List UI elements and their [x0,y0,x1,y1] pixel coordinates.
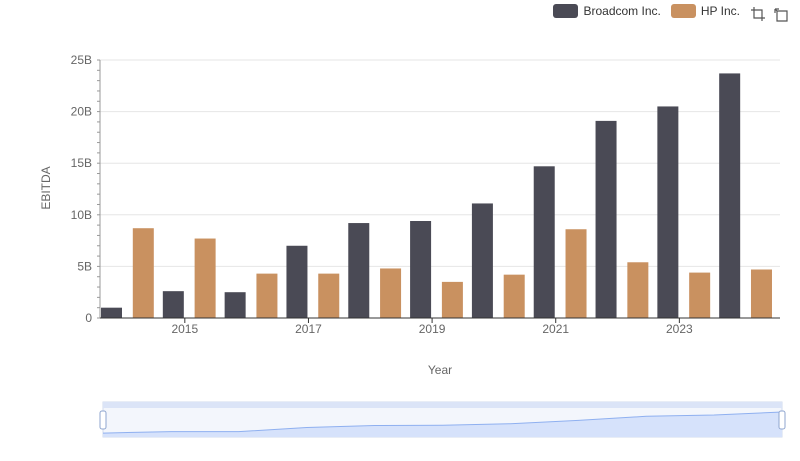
legend: Broadcom Inc. HP Inc. [553,4,740,18]
y-tick-label: 0 [85,311,92,325]
bar-1-2023[interactable] [689,272,711,318]
bar-1-2017[interactable] [318,273,340,318]
legend-label: Broadcom Inc. [583,4,661,18]
bars [101,73,772,318]
bar-0-2014[interactable] [101,307,122,318]
zoom-icon[interactable] [750,6,766,22]
bar-1-2014[interactable] [132,228,154,318]
data-zoom-top-bar[interactable] [103,402,782,408]
bar-0-2017[interactable] [286,245,308,318]
toolbox [750,6,790,22]
bar-0-2015[interactable] [162,291,184,318]
x-tick-label: 2015 [171,322,198,336]
x-tick-label: 2019 [419,322,446,336]
bar-0-2024[interactable] [719,73,741,318]
bar-0-2022[interactable] [595,120,617,318]
data-zoom-handle-right[interactable] [778,410,786,430]
x-tick-label: 2017 [295,322,322,336]
x-tick-label: 2023 [666,322,693,336]
bar-0-2020[interactable] [471,203,493,318]
bar-0-2019[interactable] [410,220,432,318]
bar-0-2016[interactable] [224,292,246,318]
bar-1-2024[interactable] [750,269,772,318]
bar-1-2016[interactable] [256,273,278,318]
legend-item-0[interactable]: Broadcom Inc. [553,4,661,18]
y-tick-label: 25B [71,53,92,67]
bar-0-2023[interactable] [657,106,679,318]
legend-label: HP Inc. [700,4,740,18]
data-zoom-line [102,411,783,434]
bar-1-2021[interactable] [565,229,587,318]
data-zoom-handle-left[interactable] [99,410,107,430]
axes: 0 5B 10B 15B 20B 25B 2015 2017 2019 2021 2023 [71,53,780,336]
y-tick-label: 20B [71,105,92,119]
data-zoom-slider[interactable] [99,401,786,438]
x-axis-label: Year [428,363,452,377]
y-tick-label: 15B [71,156,92,170]
bar-1-2015[interactable] [194,238,216,318]
zoom-reset-icon[interactable] [774,6,790,22]
legend-swatch [553,4,579,18]
bar-0-2018[interactable] [348,223,370,318]
bar-0-2021[interactable] [533,166,555,318]
bar-1-2019[interactable] [441,281,463,318]
data-zoom-area [103,412,782,437]
y-tick-label: 10B [71,208,92,222]
bar-1-2018[interactable] [380,268,402,318]
x-tick-label: 2021 [542,322,569,336]
y-axis-label: EBITDA [39,166,53,209]
legend-item-1[interactable]: HP Inc. [670,4,740,18]
bar-1-2022[interactable] [627,262,649,318]
y-tick-label: 5B [77,259,92,273]
legend-swatch [670,4,696,18]
bar-1-2020[interactable] [503,274,525,318]
